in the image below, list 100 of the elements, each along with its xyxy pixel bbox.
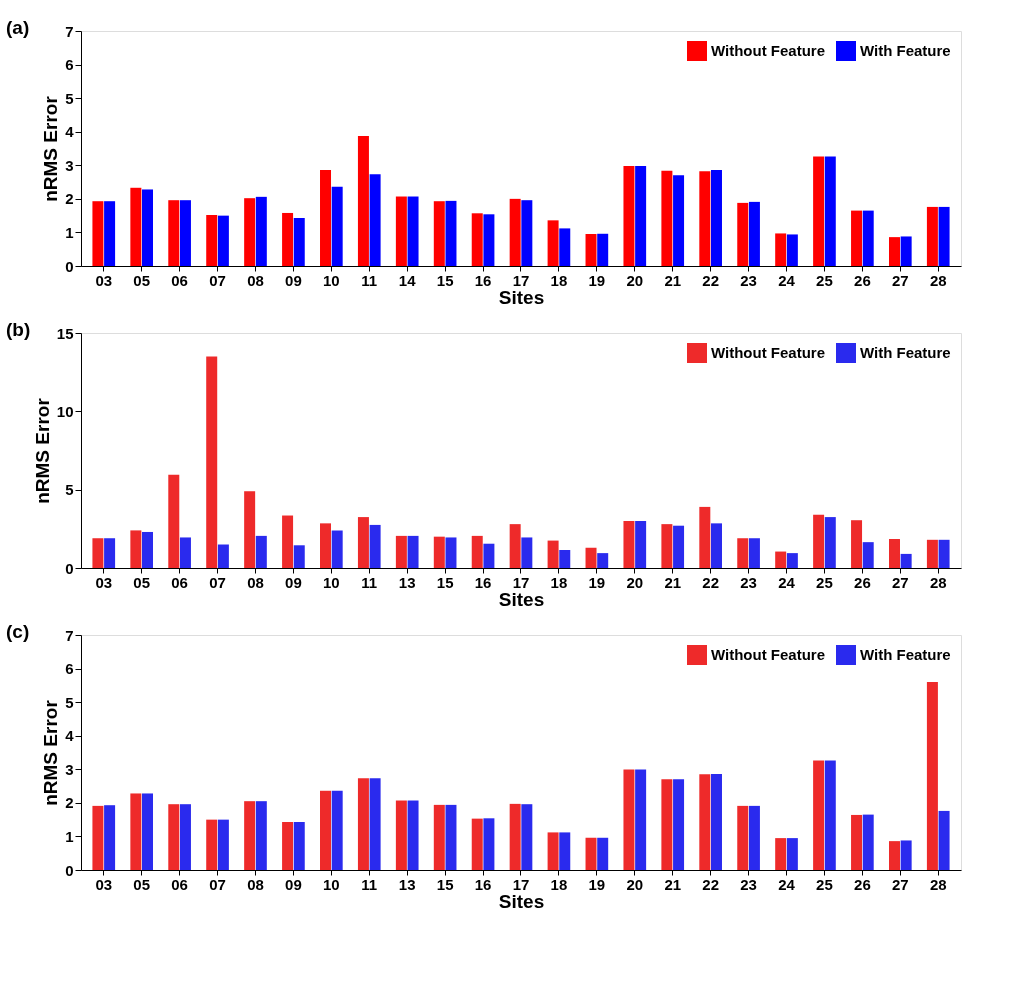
bar (559, 228, 571, 266)
x-tick-label: 08 (247, 271, 264, 289)
bar (179, 804, 191, 870)
bar (433, 536, 445, 568)
x-tick-label: 28 (929, 573, 947, 591)
bar (585, 547, 597, 568)
x-tick-label: 24 (778, 573, 796, 591)
bar (699, 774, 711, 870)
x-tick-label: 24 (778, 271, 796, 289)
bar (168, 804, 180, 870)
bar (521, 804, 533, 870)
x-tick-label: 16 (474, 573, 492, 591)
x-tick-label: 09 (285, 875, 302, 893)
bar (559, 832, 571, 870)
bar (407, 196, 419, 266)
x-tick-label: 20 (626, 573, 644, 591)
bar (331, 790, 343, 870)
bar (282, 821, 294, 870)
bar (862, 814, 874, 870)
bar (320, 169, 332, 266)
x-tick-label: 06 (171, 573, 188, 591)
x-tick-label: 21 (664, 875, 682, 893)
x-tick-label: 17 (512, 271, 530, 289)
x-tick-label: 06 (171, 271, 188, 289)
bar (217, 215, 229, 266)
bar (142, 189, 154, 266)
x-tick-label: 07 (209, 875, 226, 893)
bar (699, 506, 711, 568)
x-tick-label: 20 (626, 875, 644, 893)
bar (92, 538, 104, 568)
bar (395, 196, 407, 266)
x-tick-label: 24 (778, 875, 796, 893)
y-tick-label: 1 (65, 223, 74, 241)
bar (244, 491, 256, 568)
x-tick-label: 22 (702, 875, 719, 893)
bar (509, 524, 521, 568)
x-tick-label: 19 (588, 573, 606, 591)
bar (130, 793, 142, 870)
x-tick-label: 17 (512, 875, 530, 893)
bar (547, 832, 559, 870)
bar (206, 819, 218, 870)
bar (888, 841, 900, 870)
x-tick-label: 03 (95, 875, 113, 893)
x-tick-label: 28 (929, 875, 947, 893)
bar (737, 538, 749, 568)
bar (92, 805, 104, 870)
bar (559, 549, 571, 568)
bar (623, 769, 635, 870)
bar (938, 539, 950, 568)
bar (748, 538, 760, 568)
bar (179, 537, 191, 568)
bar (786, 553, 798, 568)
bar (168, 474, 180, 568)
bar (130, 530, 142, 568)
x-tick-label: 03 (95, 271, 113, 289)
y-axis-title: nRMS Error (31, 397, 53, 504)
bar (179, 200, 191, 266)
y-tick-label: 2 (65, 794, 74, 812)
bar (862, 542, 874, 568)
x-tick-label: 25 (816, 271, 833, 289)
bar (369, 778, 381, 870)
bar (521, 537, 533, 568)
bar (395, 800, 407, 870)
x-tick-label: 18 (550, 875, 568, 893)
bar (320, 523, 332, 568)
bar (900, 840, 912, 870)
bar (813, 760, 825, 870)
bar (938, 810, 950, 870)
x-tick-label: 14 (398, 271, 417, 289)
bar (862, 210, 874, 266)
bar (710, 169, 722, 266)
bar (938, 206, 950, 266)
bar (92, 201, 104, 266)
x-tick-label: 10 (323, 875, 340, 893)
y-axis-title: nRMS Error (40, 95, 62, 202)
chart-title: (a) (6, 17, 30, 38)
x-tick-label: 25 (816, 573, 833, 591)
x-tick-label: 18 (550, 271, 568, 289)
bar (104, 538, 116, 568)
legend-label: Without Feature (711, 646, 826, 663)
legend-label: Without Feature (711, 344, 826, 361)
bar (471, 535, 483, 568)
x-tick-label: 06 (171, 875, 188, 893)
x-tick-label: 27 (891, 875, 909, 893)
y-tick-label: 0 (65, 257, 74, 275)
bar (395, 535, 407, 568)
bar (851, 814, 863, 870)
x-tick-label: 05 (133, 271, 151, 289)
bar (661, 170, 673, 266)
x-tick-label: 18 (550, 573, 568, 591)
bar (547, 540, 559, 568)
x-tick-label: 07 (209, 271, 226, 289)
chart-title: (b) (6, 319, 31, 340)
y-tick-label: 15 (56, 324, 74, 342)
bar (699, 171, 711, 266)
bar (331, 186, 343, 266)
bar (661, 779, 673, 870)
chart-title: (c) (6, 621, 30, 642)
y-tick-label: 7 (65, 22, 74, 40)
x-tick-label: 11 (361, 573, 378, 591)
